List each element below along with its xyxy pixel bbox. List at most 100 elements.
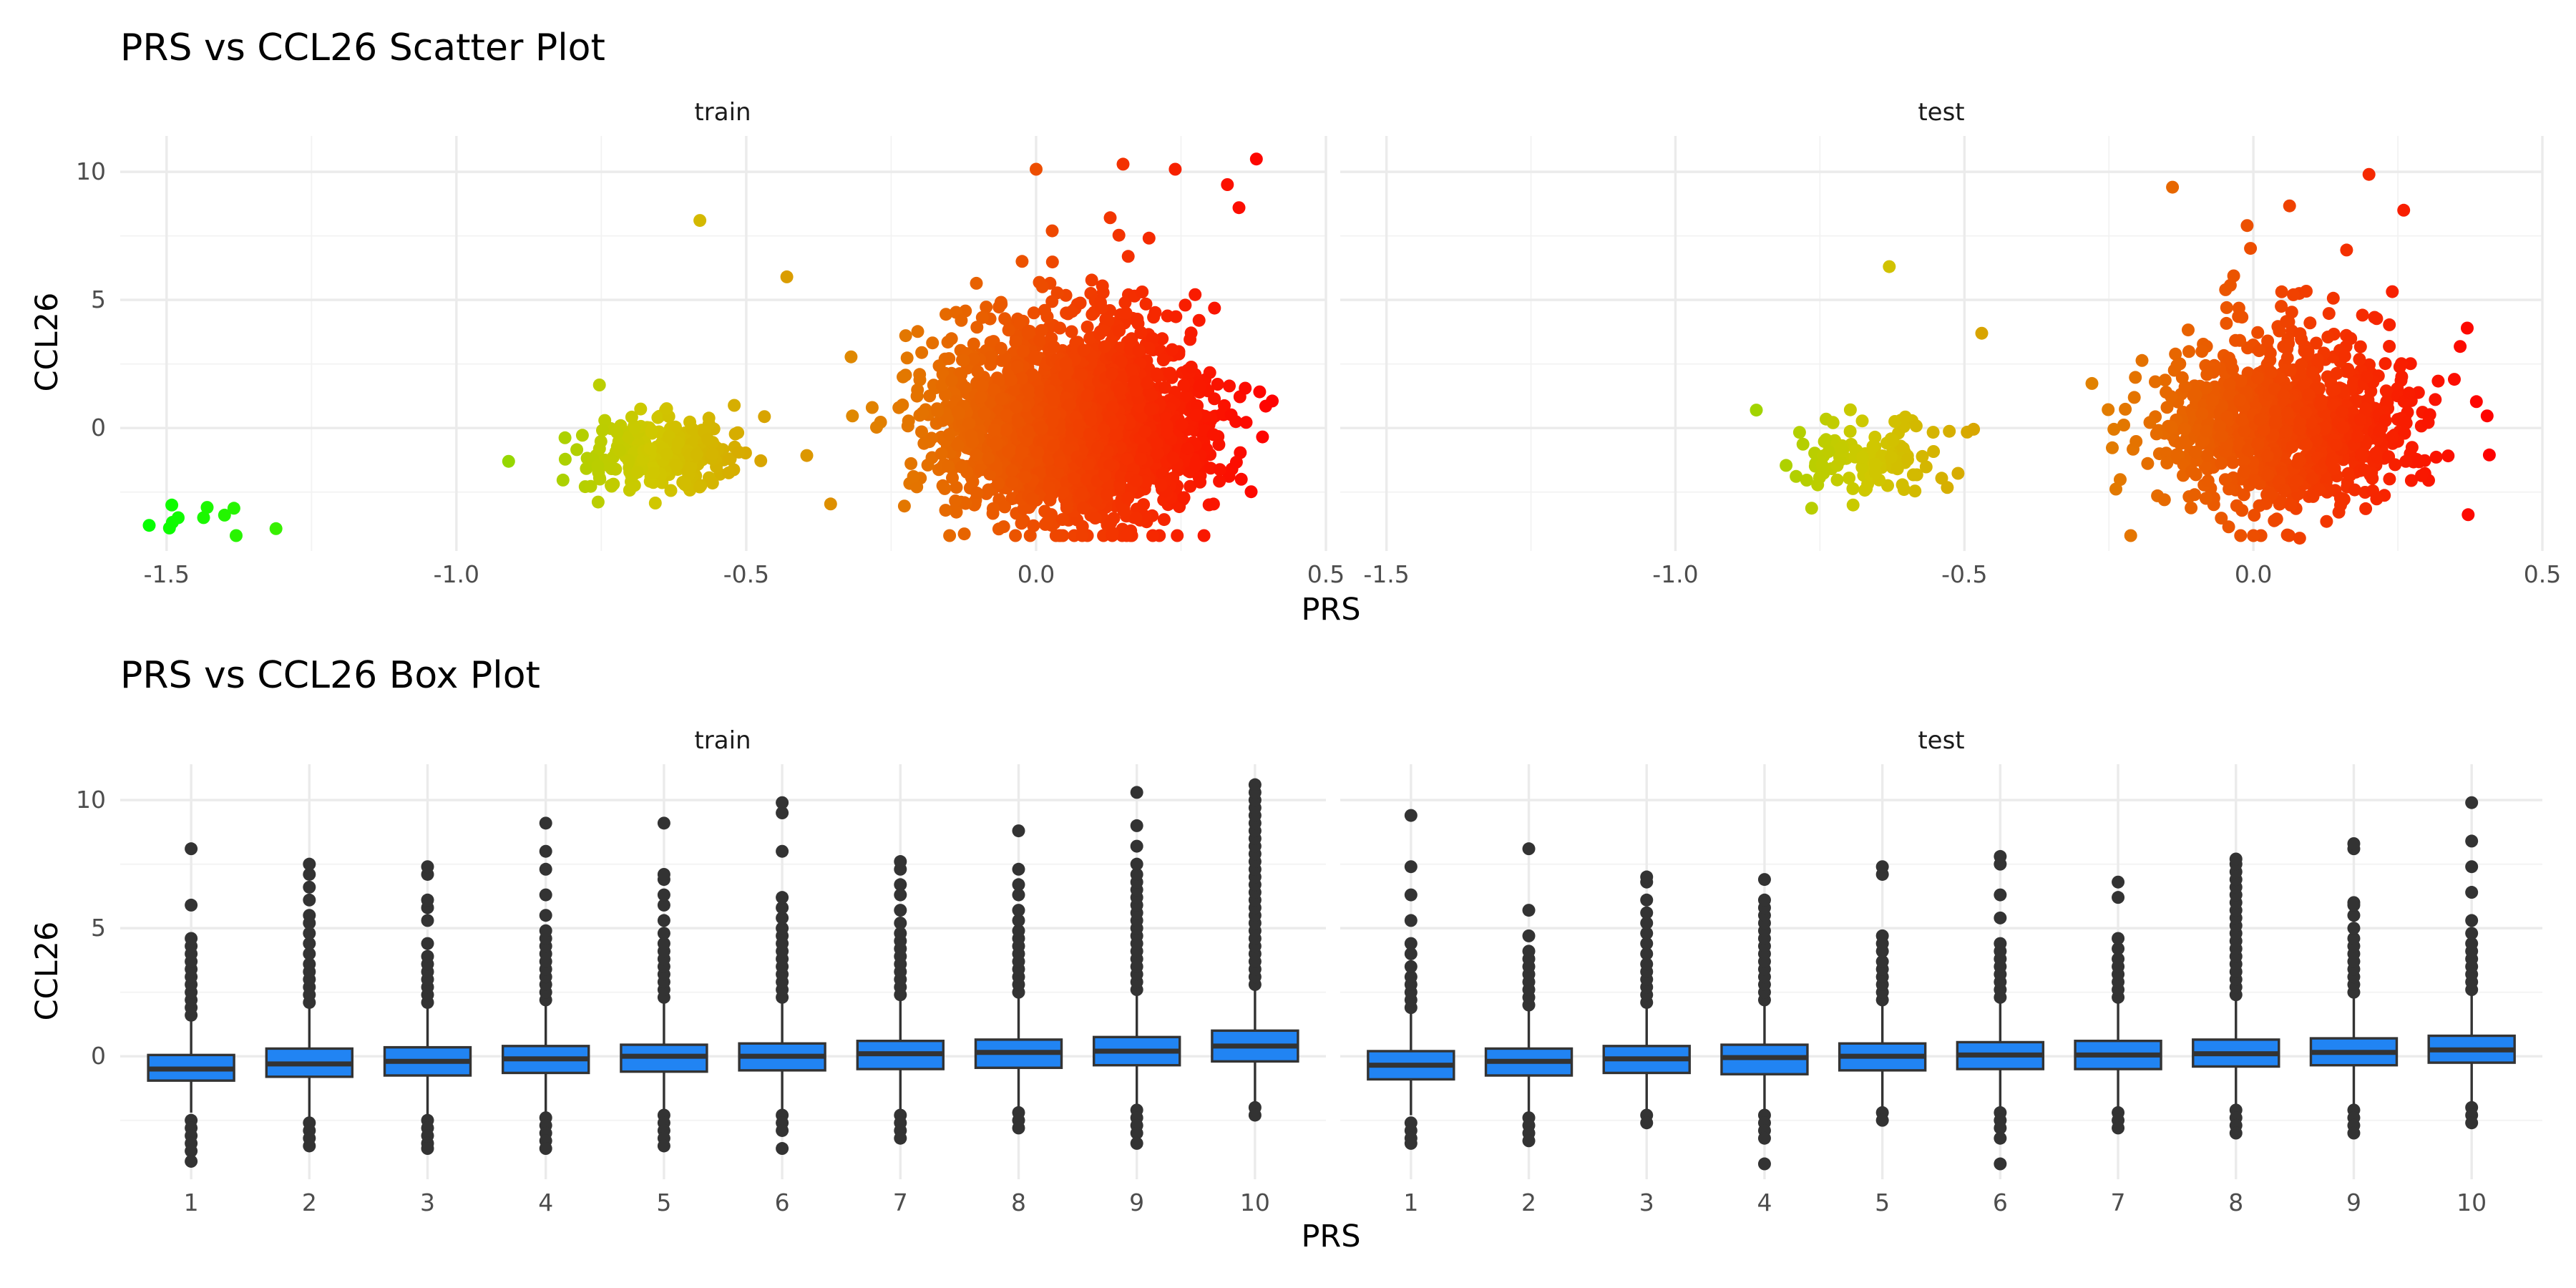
box-outlier [539,924,552,937]
scatter-point [915,425,928,439]
scatter-point [2253,344,2266,358]
scatter-point [1184,479,1197,493]
scatter-point [1028,352,1042,366]
scatter-point [946,471,959,484]
box-y-tick-label: 5 [91,914,106,942]
scatter-point [800,449,814,462]
scatter-point [1073,425,1086,439]
scatter-point [558,452,572,466]
box-strip-train: train [694,726,751,755]
scatter-point [1234,472,1248,486]
scatter-x-tick-label: 0.0 [2235,560,2272,588]
scatter-point [2237,488,2250,502]
scatter-point [1815,458,1829,472]
scatter-point [651,411,665,424]
scatter-point [1056,486,1070,499]
scatter-point [1792,426,1806,439]
scatter-point [2383,472,2396,486]
box-outlier [303,937,316,950]
scatter-point [1908,484,1922,498]
box-outlier [1640,916,1654,930]
scatter-point [1935,472,1948,485]
box-outlier [1640,957,1654,971]
scatter-point [2285,306,2298,319]
box-outlier [303,947,316,960]
scatter-point [1154,478,1168,492]
scatter-point [971,365,985,379]
scatter-point [1022,327,1035,340]
box-outlier [1994,1157,2007,1171]
box-x-tick-label: 9 [2346,1189,2361,1216]
scatter-point [1780,459,1793,472]
scatter-point [1038,303,1051,317]
scatter-point [197,511,210,525]
scatter-point [2320,514,2333,528]
scatter-point [2234,374,2248,388]
scatter-point [1843,472,1856,485]
scatter-point [952,407,965,421]
scatter-point [2328,383,2341,396]
box-outlier [2229,1126,2243,1140]
scatter-point [1085,273,1098,287]
scatter-point [2341,364,2355,378]
scatter-point [1097,423,1111,436]
scatter-point [1114,469,1128,483]
scatter-point [998,500,1012,514]
box-outlier [303,893,316,907]
scatter-point [1021,384,1035,396]
scatter-point [1147,311,1161,324]
scatter-point [913,373,927,386]
box-outlier [421,893,434,907]
scatter-point [2177,422,2191,436]
box-outlier [1404,860,1418,874]
scatter-point [967,352,980,366]
box-outlier [1404,809,1418,822]
scatter-point [994,341,1008,355]
scatter-point [1160,419,1174,432]
scatter-point [2170,358,2184,372]
scatter-point [690,448,703,462]
scatter-point [926,336,940,350]
scatter-point [558,431,572,444]
box-outlier [2112,952,2125,966]
scatter-point [2310,434,2323,448]
box-outlier [1130,839,1143,853]
box-outlier [421,937,434,950]
scatter-point [2326,291,2340,305]
box-strip-test: test [1918,726,1964,755]
scatter-point [693,480,706,494]
scatter-point [1239,381,1252,395]
box-outlier [2229,852,2243,866]
scatter-point [1179,298,1192,312]
scatter-point [1098,469,1112,482]
scatter-point [897,370,909,384]
scatter-point [1101,487,1114,501]
box-outlier [1522,945,1536,958]
box-outlier [1757,1157,1771,1171]
scatter-point [1054,455,1067,469]
scatter-point [1843,403,1857,416]
scatter-point [2220,316,2233,330]
box-outlier [539,1142,552,1156]
scatter-point [628,421,641,434]
scatter-point [1045,295,1059,308]
scatter-point [2290,456,2304,469]
scatter-point [1151,447,1164,461]
box-outlier [657,927,670,940]
scatter-point [1077,343,1091,357]
box-4 [1720,873,1809,1171]
scatter-point [921,458,935,472]
scatter-point [1106,416,1120,429]
scatter-x-tick-label: -0.5 [723,560,769,588]
scatter-point [1194,475,1207,489]
box-6 [1956,849,2045,1171]
box-2 [265,857,354,1153]
scatter-point [2189,467,2202,481]
scatter-point [965,429,978,442]
box-7 [2074,875,2162,1135]
scatter-point [1013,316,1027,330]
scatter-point [2299,406,2313,419]
scatter-point [625,410,638,424]
box-outlier [776,1142,789,1156]
scatter-point [1059,356,1073,370]
